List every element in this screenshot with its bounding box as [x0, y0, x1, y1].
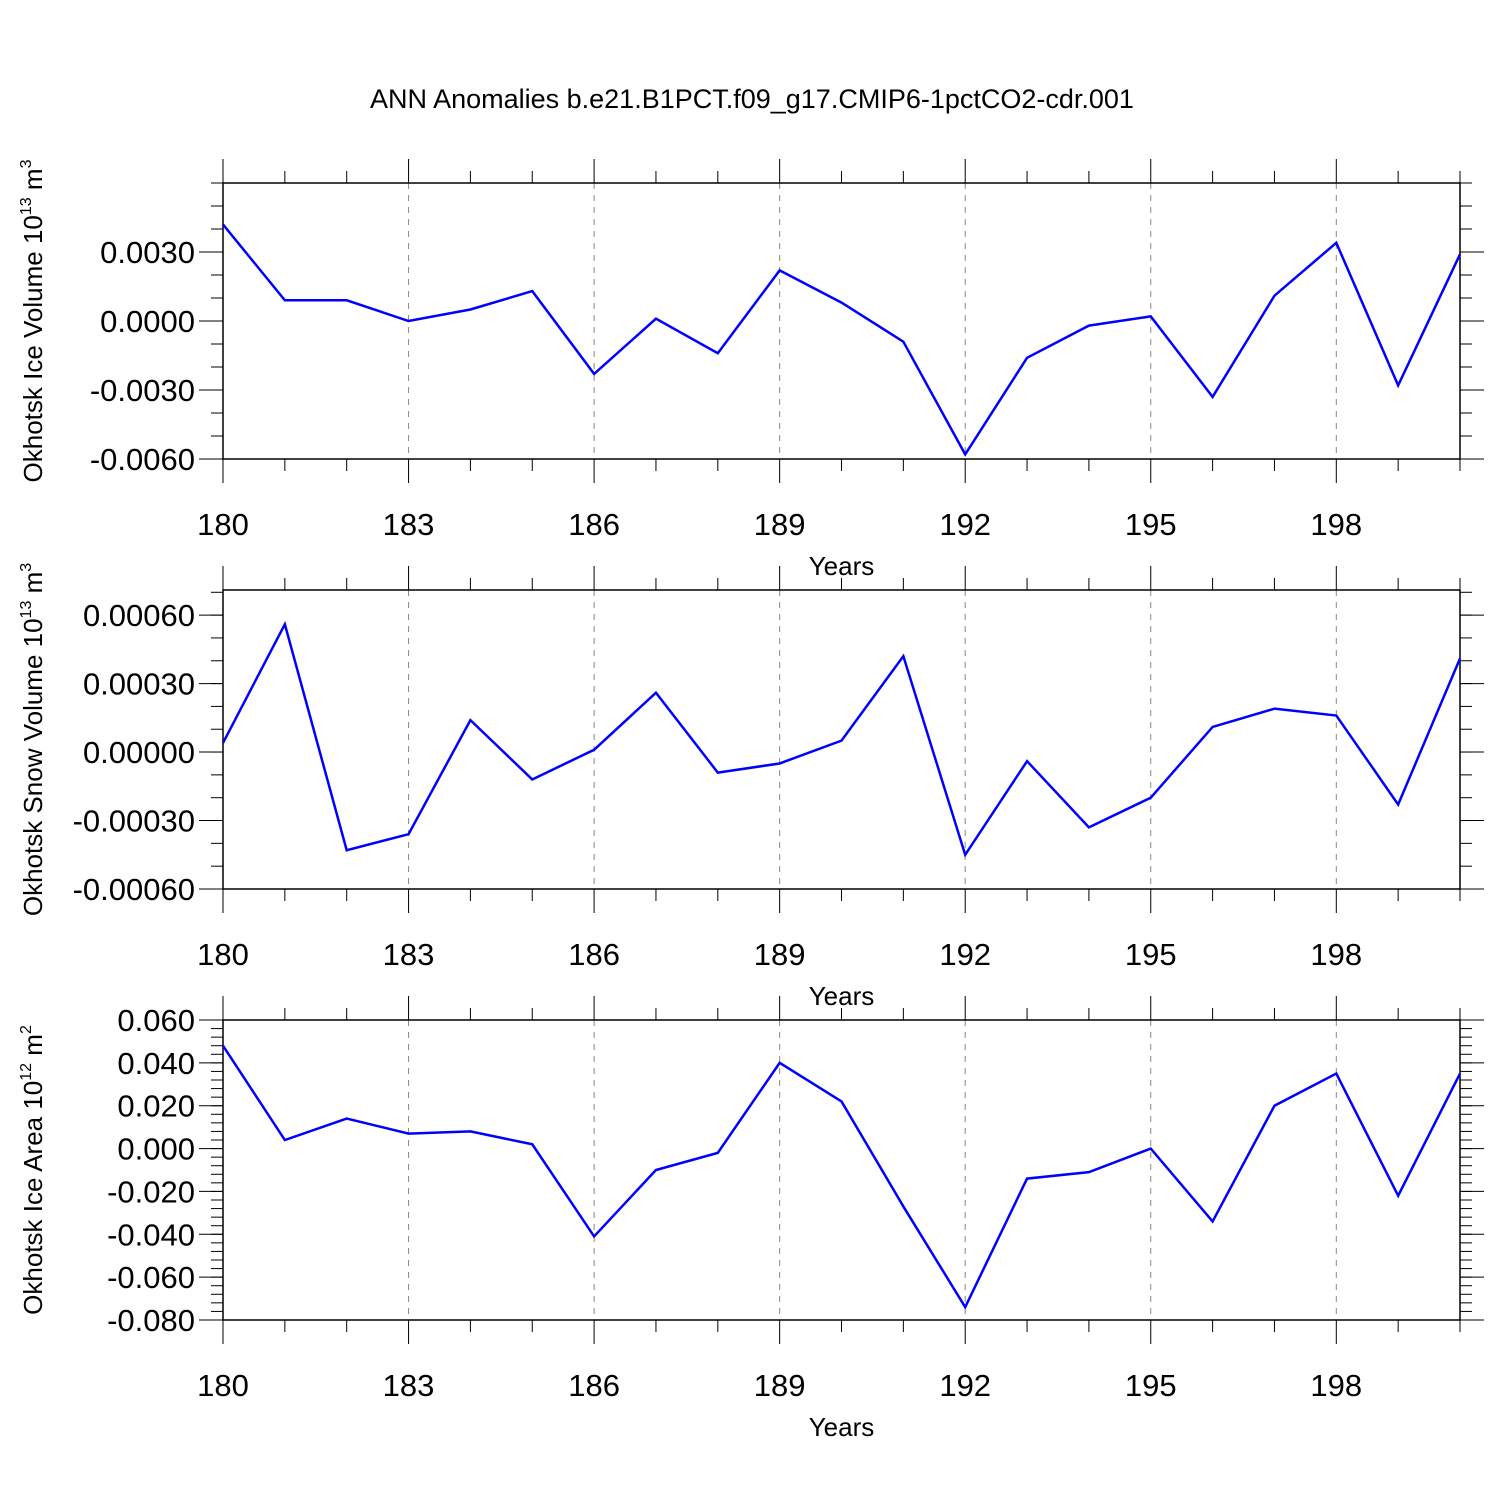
x-tick-label: 195: [1125, 1368, 1177, 1403]
y-axis-label: Okhotsk Snow Volume 1013 m3: [18, 563, 48, 916]
y-tick-label: 0.000: [117, 1132, 195, 1167]
y-tick-label: 0.020: [117, 1089, 195, 1124]
x-axis-label: Years: [809, 1412, 875, 1442]
x-tick-label: 186: [568, 937, 620, 972]
series-line: [221, 620, 1462, 858]
x-tick-label: 180: [197, 507, 249, 542]
x-tick-label: 186: [568, 1368, 620, 1403]
y-tick-label: 0.00060: [83, 598, 195, 633]
y-tick-label: -0.020: [107, 1174, 195, 1209]
y-tick-label: -0.0030: [90, 373, 195, 408]
y-axis-label: Okhotsk Ice Volume 1013 m3: [18, 159, 48, 482]
x-tick-label: 198: [1310, 937, 1362, 972]
x-tick-label: 189: [754, 1368, 806, 1403]
y-tick-label: -0.0060: [90, 442, 195, 477]
x-tick-label: 195: [1125, 937, 1177, 972]
y-tick-label: -0.00060: [73, 872, 195, 907]
x-tick-label: 189: [754, 507, 806, 542]
figure-title: ANN Anomalies b.e21.B1PCT.f09_g17.CMIP6-…: [370, 84, 1134, 114]
y-tick-label: -0.080: [107, 1303, 195, 1338]
x-axis-label: Years: [809, 551, 875, 581]
x-tick-label: 198: [1310, 507, 1362, 542]
x-axis-label: Years: [809, 981, 875, 1011]
x-tick-label: 192: [939, 507, 991, 542]
x-tick-label: 186: [568, 507, 620, 542]
x-tick-label: 189: [754, 937, 806, 972]
y-tick-label: 0.0000: [100, 304, 195, 339]
x-tick-label: 192: [939, 937, 991, 972]
y-axis-label: Okhotsk Ice Area 1012 m2: [18, 1025, 48, 1315]
x-tick-label: 198: [1310, 1368, 1362, 1403]
x-tick-label: 195: [1125, 507, 1177, 542]
x-tick-label: 183: [383, 507, 435, 542]
x-tick-label: 180: [197, 1368, 249, 1403]
y-tick-label: 0.00000: [83, 735, 195, 770]
x-tick-label: 192: [939, 1368, 991, 1403]
y-tick-label: 0.0030: [100, 235, 195, 270]
y-tick-label: 0.060: [117, 1003, 195, 1038]
series-line: [221, 1045, 1462, 1310]
x-tick-label: 183: [383, 1368, 435, 1403]
series-line: [222, 223, 1462, 457]
y-tick-label: -0.040: [107, 1217, 195, 1252]
panel-2: 180 183 186 189 192 195 198 -0.00060 -0.00030 0.0…: [18, 563, 1484, 1011]
x-tick-label: 183: [383, 937, 435, 972]
y-tick-label: -0.060: [107, 1260, 195, 1295]
y-tick-label: -0.00030: [73, 804, 195, 839]
panel-3: 180 183 186 189 192 195 198 -0.080 -0.060 -0.040 -…: [18, 996, 1484, 1442]
panel-1: 180 183 186 189 192 195 198 -0.0060 -0.0030 0.000…: [18, 159, 1484, 581]
y-tick-label: 0.040: [117, 1046, 195, 1081]
x-tick-label: 180: [197, 937, 249, 972]
y-tick-label: 0.00030: [83, 667, 195, 702]
